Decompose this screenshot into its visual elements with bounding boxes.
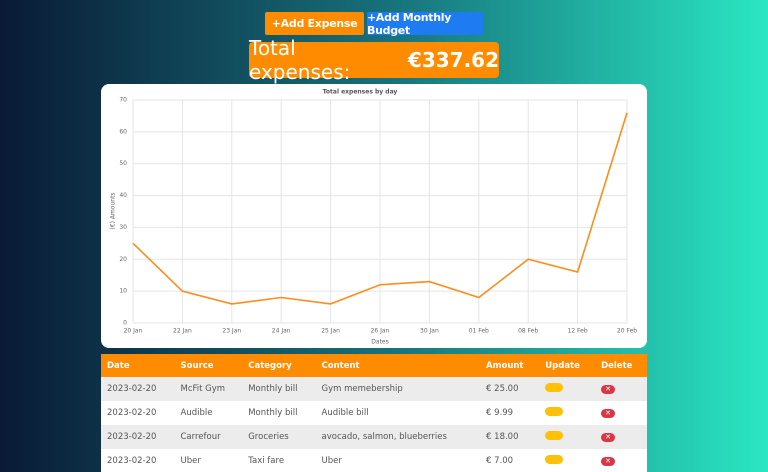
update-cell <box>539 401 596 425</box>
table-cell: € 7.00 <box>480 449 540 472</box>
x-tick-label: 20 Feb <box>617 328 637 335</box>
y-tick-label: 50 <box>119 160 127 167</box>
table-row: 2023-02-20 Audible Monthly bill Audible bil… <box>101 401 647 425</box>
table-cell: Audible bill <box>315 401 481 425</box>
total-amount: €337.62 <box>407 48 499 72</box>
column-header: Content <box>315 354 481 377</box>
update-button[interactable] <box>545 455 564 464</box>
table-cell: € 9.99 <box>480 401 540 425</box>
table-cell: Uber <box>174 449 243 472</box>
x-tick-label: 01 Feb <box>469 328 489 335</box>
table-cell: € 18.00 <box>480 425 540 449</box>
x-tick-label: 12 Feb <box>568 328 588 335</box>
chart: Total expenses by day (€) Amounts Dates … <box>110 89 638 346</box>
delete-button[interactable]: ✕ <box>601 457 616 466</box>
expense-table: Date Source Category Content Amount Update Del… <box>101 354 647 472</box>
delete-button[interactable]: ✕ <box>601 433 616 442</box>
table-cell: Groceries <box>242 425 316 449</box>
update-button[interactable] <box>545 431 564 440</box>
x-tick-label: 24 Jan <box>272 328 291 335</box>
table-cell: avocado, salmon, blueberries <box>315 425 481 449</box>
table-cell: Uber <box>315 449 481 472</box>
y-tick-label: 20 <box>119 256 127 263</box>
column-header: Delete <box>595 354 647 377</box>
x-tick-label: 08 Feb <box>518 328 538 335</box>
column-header: Date <box>101 354 175 377</box>
y-tick-label: 30 <box>119 224 127 231</box>
y-tick-label: 60 <box>119 128 127 135</box>
table-cell: 2023-02-20 <box>101 401 175 425</box>
column-header: Amount <box>480 354 540 377</box>
chart-card: Total expenses by day (€) Amounts Dates … <box>101 84 647 348</box>
x-axis-label: Dates <box>371 339 388 346</box>
chart-title: Total expenses by day <box>323 89 398 96</box>
x-tick-label: 20 Jan <box>124 328 143 335</box>
column-header: Update <box>539 354 596 377</box>
table-cell: Carrefour <box>174 425 243 449</box>
table-row: 2023-02-20 Uber Taxi fare Uber € 7.00 ✕ <box>101 449 647 472</box>
y-tick-label: 40 <box>119 192 127 199</box>
update-button[interactable] <box>545 407 564 416</box>
update-button[interactable] <box>545 383 564 392</box>
delete-cell: ✕ <box>595 449 647 472</box>
table-cell: McFit Gym <box>174 377 243 401</box>
column-header: Source <box>174 354 243 377</box>
table-row: 2023-02-20 McFit Gym Monthly bill Gym memeb… <box>101 377 647 401</box>
x-tick-label: 25 Jan <box>321 328 340 335</box>
delete-cell: ✕ <box>595 401 647 425</box>
table-cell: Monthly bill <box>242 401 316 425</box>
table-cell: Monthly bill <box>242 377 316 401</box>
y-axis-label: (€) Amounts <box>110 192 117 229</box>
delete-button[interactable]: ✕ <box>601 409 616 418</box>
table-cell: 2023-02-20 <box>101 449 175 472</box>
table-cell: 2023-02-20 <box>101 425 175 449</box>
total-label: Total expenses: <box>249 36 351 84</box>
add-expense-button[interactable]: +Add Expense <box>265 12 364 35</box>
y-tick-label: 0 <box>123 320 127 327</box>
x-tick-label: 22 Jan <box>173 328 192 335</box>
update-cell <box>539 449 596 472</box>
delete-button[interactable]: ✕ <box>601 385 616 394</box>
x-tick-label: 23 Jan <box>222 328 241 335</box>
table-row: 2023-02-20 Carrefour Groceries avocado, sal… <box>101 425 647 449</box>
y-tick-label: 70 <box>119 97 127 104</box>
table-cell: Gym memebership <box>315 377 481 401</box>
y-tick-label: 10 <box>119 288 127 295</box>
x-tick-label: 30 Jan <box>420 328 439 335</box>
column-header: Category <box>242 354 316 377</box>
table-cell: € 25.00 <box>480 377 540 401</box>
update-cell <box>539 425 596 449</box>
table-cell: Audible <box>174 401 243 425</box>
update-cell <box>539 377 596 401</box>
x-tick-label: 26 Jan <box>371 328 390 335</box>
total-box: Total expenses: €337.62 <box>249 36 499 84</box>
line-series <box>132 112 628 305</box>
delete-cell: ✕ <box>595 425 647 449</box>
table-header: Date Source Category Content Amount Update Del… <box>101 354 647 377</box>
delete-cell: ✕ <box>595 377 647 401</box>
table-cell: Taxi fare <box>242 449 316 472</box>
add-budget-button[interactable]: +Add Monthly Budget <box>367 11 483 37</box>
table-cell: 2023-02-20 <box>101 377 175 401</box>
